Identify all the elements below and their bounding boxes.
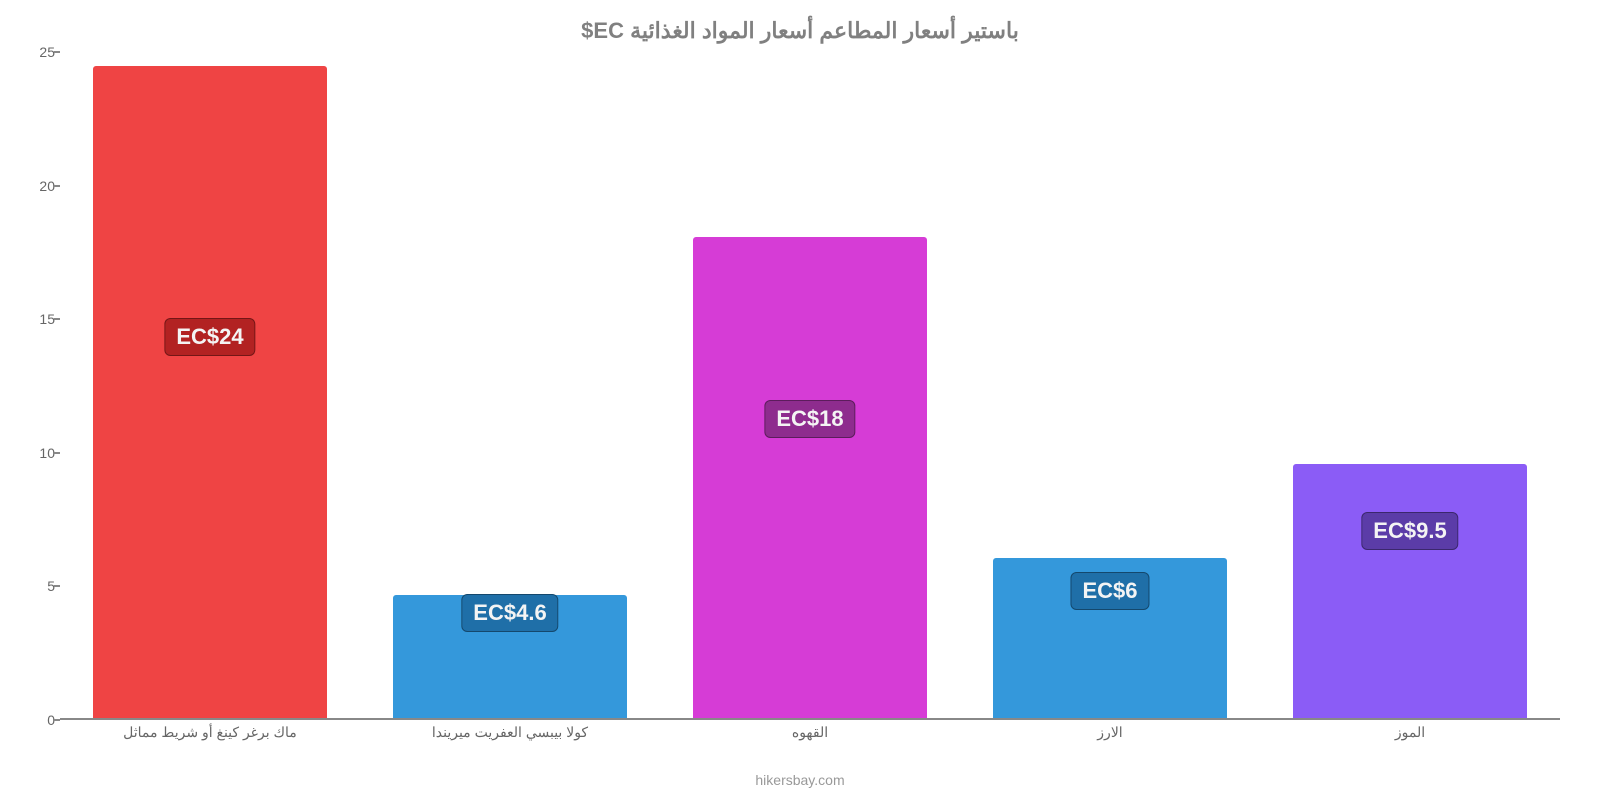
chart-source: hikersbay.com <box>0 772 1600 788</box>
x-axis-label: كولا بيبسي العفريت ميريندا <box>360 724 660 741</box>
bar <box>693 237 927 718</box>
bars-container: EC$24 EC$4.6 EC$18 EC$6 EC$9.5 <box>60 52 1560 718</box>
x-axis-labels: ماك برغر كينغ أو شريط مماثلكولا بيبسي ال… <box>60 724 1560 741</box>
y-axis-tick-label: 0 <box>15 712 55 728</box>
value-badge: EC$6 <box>1070 572 1149 610</box>
value-badge: EC$24 <box>164 318 255 356</box>
chart-title: باستير أسعار المطاعم أسعار المواد الغذائ… <box>0 18 1600 44</box>
y-axis-tick-mark <box>54 318 60 320</box>
y-axis-tick-label: 20 <box>15 178 55 194</box>
y-axis-tick-label: 5 <box>15 578 55 594</box>
bar <box>93 66 327 718</box>
bar-slot: EC$9.5 <box>1260 52 1560 718</box>
bar-slot: EC$6 <box>960 52 1260 718</box>
y-axis-tick-mark <box>54 585 60 587</box>
x-axis-label: ماك برغر كينغ أو شريط مماثل <box>60 724 360 741</box>
bar-slot: EC$24 <box>60 52 360 718</box>
x-axis-label: القهوه <box>660 724 960 741</box>
y-axis-tick-mark <box>54 452 60 454</box>
value-badge: EC$9.5 <box>1361 512 1458 550</box>
value-badge: EC$18 <box>764 400 855 438</box>
plot-area: EC$24EC$4.6EC$18EC$6EC$9.5 0510152025 <box>60 52 1560 720</box>
value-badge: EC$4.6 <box>461 594 558 632</box>
y-axis-tick-label: 10 <box>15 445 55 461</box>
x-axis-label: الارز <box>960 724 1260 741</box>
bar <box>1293 464 1527 718</box>
x-axis-label: الموز <box>1260 724 1560 741</box>
bar-slot: EC$18 <box>660 52 960 718</box>
bar-chart: باستير أسعار المطاعم أسعار المواد الغذائ… <box>0 0 1600 800</box>
y-axis-tick-mark <box>54 185 60 187</box>
y-axis-tick-mark <box>54 719 60 721</box>
y-axis-tick-label: 25 <box>15 44 55 60</box>
bar-slot: EC$4.6 <box>360 52 660 718</box>
y-axis-tick-label: 15 <box>15 311 55 327</box>
y-axis-tick-mark <box>54 51 60 53</box>
